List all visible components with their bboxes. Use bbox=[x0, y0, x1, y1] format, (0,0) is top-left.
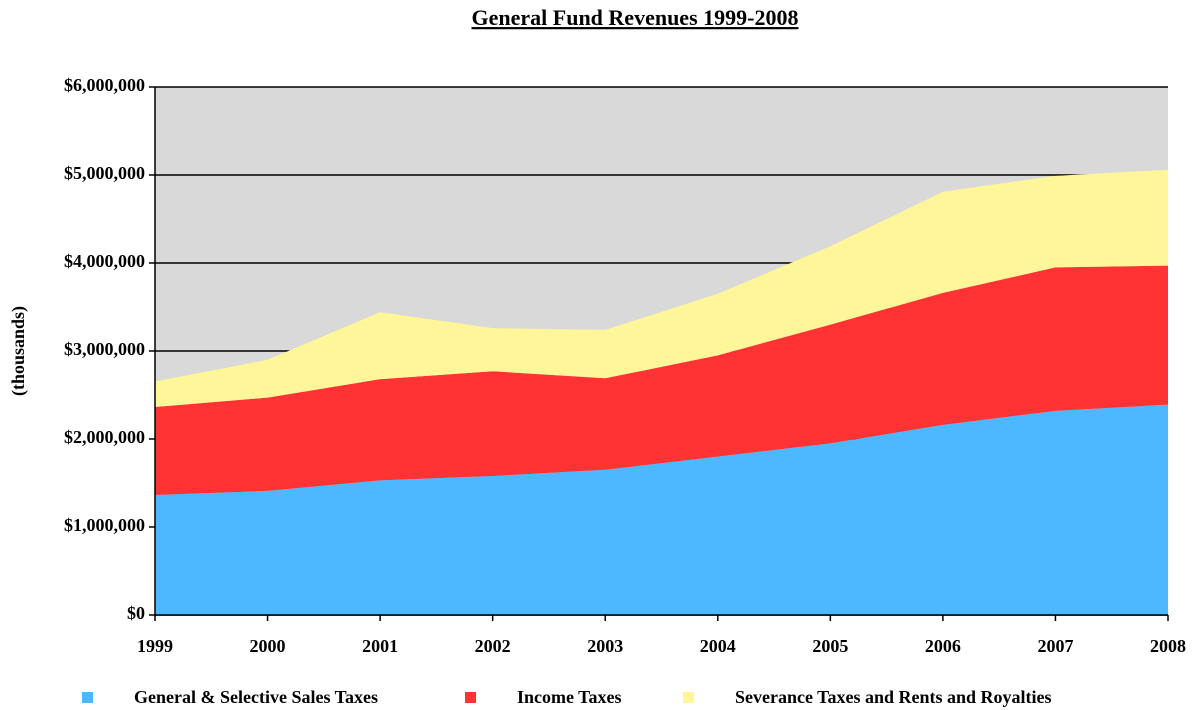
y-tick-label: $0 bbox=[127, 603, 145, 623]
chart-title: General Fund Revenues 1999-2008 bbox=[472, 5, 799, 30]
x-tick-label: 2001 bbox=[362, 636, 398, 656]
x-tick-label: 2006 bbox=[925, 636, 961, 656]
legend-marker bbox=[683, 692, 694, 703]
y-tick-label: $1,000,000 bbox=[64, 515, 145, 535]
legend-label: Income Taxes bbox=[517, 687, 622, 707]
legend-label: Severance Taxes and Rents and Royalties bbox=[735, 687, 1052, 707]
x-tick-label: 2004 bbox=[700, 636, 736, 656]
y-tick-label: $4,000,000 bbox=[64, 251, 145, 271]
y-tick-label: $6,000,000 bbox=[64, 75, 145, 95]
legend-marker bbox=[82, 692, 93, 703]
y-tick-label: $3,000,000 bbox=[64, 339, 145, 359]
y-tick-label: $2,000,000 bbox=[64, 427, 145, 447]
y-axis-label: (thousands) bbox=[8, 306, 29, 396]
legend-label: General & Selective Sales Taxes bbox=[134, 687, 378, 707]
area bbox=[155, 265, 1168, 495]
y-tick-label: $5,000,000 bbox=[64, 163, 145, 183]
x-tick-label: 2003 bbox=[587, 636, 623, 656]
x-tick-label: 2000 bbox=[250, 636, 286, 656]
area bbox=[155, 404, 1168, 615]
x-tick-label: 2008 bbox=[1150, 636, 1186, 656]
legend-marker bbox=[465, 692, 476, 703]
x-tick-label: 2002 bbox=[475, 636, 511, 656]
x-tick-label: 2005 bbox=[812, 636, 848, 656]
area bbox=[155, 169, 1168, 407]
x-tick-label: 2007 bbox=[1037, 636, 1073, 656]
x-tick-label: 1999 bbox=[137, 636, 173, 656]
